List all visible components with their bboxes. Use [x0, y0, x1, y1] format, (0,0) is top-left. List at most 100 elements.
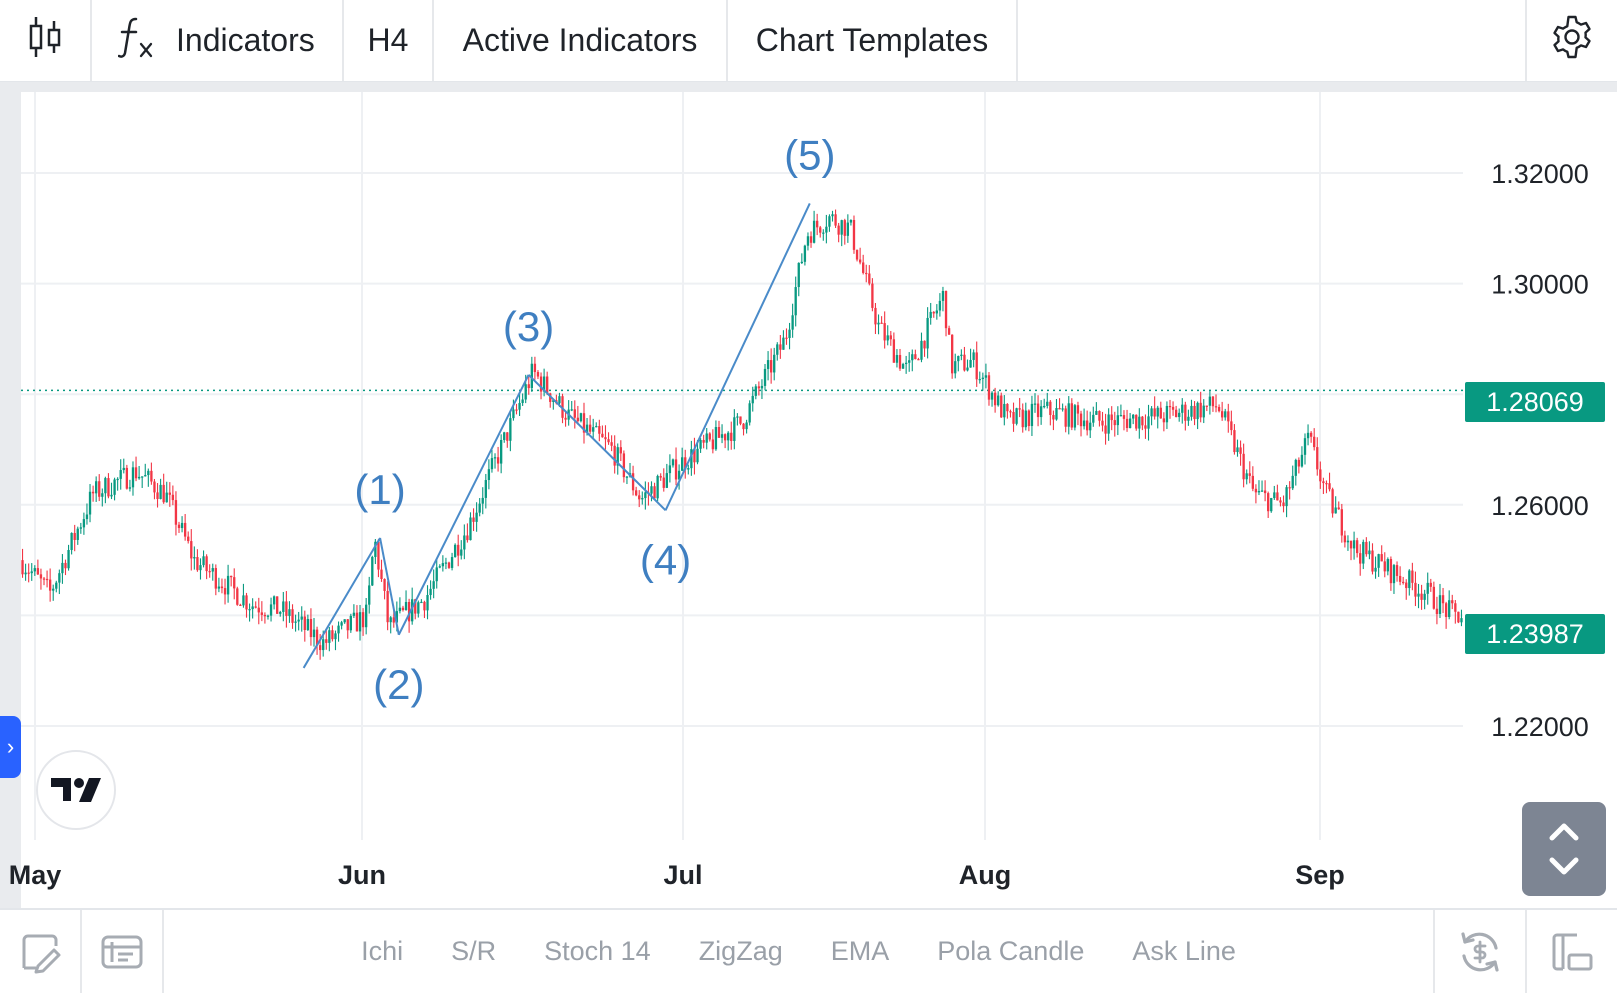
candle-body	[1432, 586, 1436, 609]
candle-body	[484, 480, 487, 498]
candle-body	[463, 535, 466, 550]
candle-body	[1184, 404, 1187, 421]
candle-body	[1095, 410, 1098, 415]
candle-body	[1113, 420, 1116, 426]
candle-body	[1423, 593, 1426, 600]
candle-body	[769, 360, 773, 373]
interval-button[interactable]: H4	[344, 0, 434, 81]
layout-button[interactable]	[1527, 910, 1617, 993]
candle-body	[754, 386, 757, 396]
candle-body	[1178, 412, 1181, 418]
candle-body	[984, 375, 988, 378]
candle-body	[331, 630, 334, 640]
candle-body	[1098, 410, 1101, 421]
candle-body	[208, 571, 211, 573]
candle-body	[352, 612, 356, 616]
candle-body	[475, 512, 478, 522]
candle-body	[1085, 420, 1089, 431]
candle-body	[315, 629, 319, 646]
candle-body	[1036, 403, 1040, 418]
candle-body	[917, 359, 920, 361]
chip-ema[interactable]: EMA	[830, 936, 890, 966]
candle-body	[401, 607, 405, 611]
candle-body	[693, 449, 696, 463]
sync-button[interactable]	[1435, 910, 1527, 993]
candle-body	[193, 557, 196, 559]
candle-body	[85, 514, 89, 520]
candle-body	[349, 615, 352, 631]
chip-pola-candle[interactable]: Pola Candle	[937, 936, 1085, 966]
candle-body	[926, 317, 929, 349]
candle-body	[1454, 603, 1457, 612]
candle-body	[950, 334, 954, 374]
candle-body	[966, 367, 969, 371]
candle-body	[426, 595, 429, 611]
candle-body	[1337, 507, 1340, 510]
scroll-to-realtime-button[interactable]	[1522, 802, 1606, 896]
candle-body	[987, 375, 991, 400]
candle-body	[920, 340, 923, 360]
chip-sr[interactable]: S/R	[451, 936, 497, 966]
templates-button[interactable]	[82, 910, 164, 993]
candle-body	[1190, 405, 1193, 417]
candle-body	[104, 478, 107, 494]
chip-zigzag[interactable]: ZigZag	[698, 936, 783, 966]
candle-body	[202, 556, 205, 566]
candle-body	[24, 572, 27, 575]
candle-body	[886, 335, 889, 341]
candle-body	[1027, 410, 1031, 427]
current-price-label: 1.28069	[1486, 386, 1584, 417]
candle-body	[981, 377, 985, 380]
candle-body	[503, 432, 506, 440]
candle-body	[1018, 408, 1021, 410]
settings-button[interactable]	[1527, 0, 1617, 81]
candle-body	[944, 291, 948, 329]
candle-body	[279, 611, 282, 614]
candle-body	[938, 300, 942, 311]
chip-ichi[interactable]: Ichi	[361, 936, 404, 966]
price-chart[interactable]: (1) (2) (3) (4) (5) 1.32000 1.30000 1.26000 1.2…	[0, 0, 1617, 908]
candle-body	[723, 434, 727, 441]
candle-body	[1236, 447, 1239, 453]
y-tick-label: 1.22000	[1491, 712, 1589, 742]
candle-body	[1132, 414, 1135, 419]
chip-stoch[interactable]: Stoch 14	[544, 936, 651, 966]
wave-segment	[664, 202, 811, 511]
active-indicators-button[interactable]: Active Indicators	[434, 0, 728, 81]
candle-body	[27, 572, 30, 574]
candle-body	[272, 596, 276, 605]
candle-body	[880, 322, 883, 324]
candle-body	[527, 384, 530, 389]
toolbar-spacer	[1018, 0, 1527, 81]
candle-body	[619, 447, 622, 454]
candle-body	[711, 439, 715, 450]
candle-body	[788, 329, 791, 338]
candle-body	[530, 363, 534, 389]
candle-body	[377, 541, 380, 570]
chart-type-button[interactable]	[0, 0, 92, 81]
candle-body	[1254, 488, 1258, 493]
candle-body	[407, 601, 411, 622]
chip-ask-line[interactable]: Ask Line	[1132, 936, 1236, 966]
candle-body	[1070, 403, 1073, 428]
candle-body	[573, 409, 576, 418]
candle-body	[1411, 570, 1414, 583]
candle-body	[1340, 509, 1343, 536]
tradingview-logo[interactable]	[36, 750, 116, 830]
chart-templates-button[interactable]: Chart Templates	[728, 0, 1018, 81]
candle-body	[1300, 454, 1304, 467]
wave-segment	[527, 374, 667, 512]
expand-sidebar-button[interactable]: ›	[0, 716, 21, 778]
active-indicators-label: Active Indicators	[462, 22, 698, 58]
candle-body	[423, 601, 426, 611]
candle-body	[1294, 459, 1297, 476]
indicators-button[interactable]: Indicators	[92, 0, 344, 81]
candle-body	[969, 359, 972, 368]
candle-body	[1162, 418, 1166, 423]
candle-body	[150, 470, 153, 482]
drawing-tools-button[interactable]	[0, 910, 82, 993]
candle-body	[1365, 541, 1368, 555]
candle-body	[33, 568, 36, 572]
candle-body	[757, 386, 761, 389]
candle-body	[776, 344, 779, 355]
